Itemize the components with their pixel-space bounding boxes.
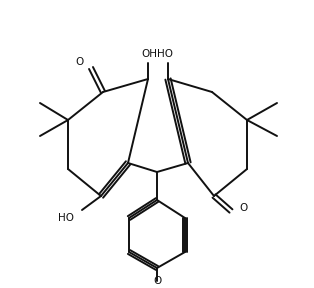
Text: O: O (239, 203, 247, 213)
Text: O: O (153, 276, 161, 286)
Text: OHHO: OHHO (141, 49, 173, 59)
Text: O: O (75, 57, 83, 67)
Text: HO: HO (58, 213, 74, 223)
